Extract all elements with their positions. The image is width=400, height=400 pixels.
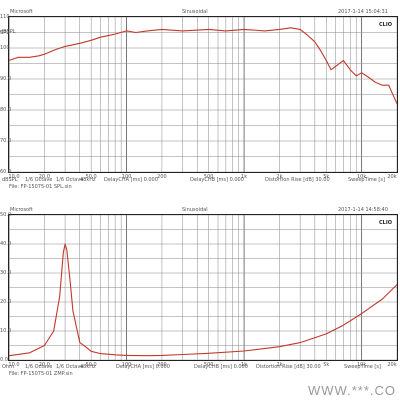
- impedance-y-tick-label: 0.0: [0, 357, 8, 363]
- bottom-header-center: Sinusoidal: [182, 207, 208, 213]
- spl-y-tick-label: 90.0: [0, 76, 12, 82]
- impedance-y-tick-label: 30.0: [0, 270, 12, 276]
- top-footer-delay-a: DelayCHA [ms] 0.000: [104, 177, 158, 183]
- top-footer-sweeptime: SweepTime [s]: [348, 177, 385, 183]
- spl-x-tick-label: 200: [157, 174, 167, 180]
- impedance-y-tick-label: 10.0: [0, 328, 12, 334]
- top-footer-distortion: Distortion Rise [dB] 30.00: [265, 177, 330, 183]
- bottom-plot-area: [8, 214, 398, 361]
- bottom-footer-samplerate: 48kHz: [80, 364, 96, 370]
- spl-y-tick-label: SPL: [0, 29, 9, 36]
- impedance-series-line-0: [9, 243, 397, 357]
- impedance-y-tick-label: 20.0: [0, 299, 12, 305]
- top-header-left: Microsoft: [10, 9, 33, 15]
- spl-chart: [9, 17, 397, 172]
- impedance-x-tick-label: 50.0: [85, 362, 97, 368]
- impedance-x-tick-label: 500: [203, 362, 214, 368]
- impedance-x-tick-label: 2k: [276, 362, 283, 368]
- top-header-center: Sinusoidal: [182, 9, 208, 15]
- spl-x-tick-label: 20k: [387, 174, 397, 180]
- top-footer-file: File: FP-15075-01 SPL.sin: [9, 184, 72, 190]
- bottom-footer-delay-a: DelayCHA [ms] 0.000: [116, 364, 170, 370]
- impedance-x-tick-label: 1k: [241, 362, 248, 368]
- spl-y-tick-label: 100: [0, 45, 10, 51]
- spl-y-tick-label: 80.0: [0, 107, 12, 113]
- bottom-footer-file: File: FP-15075-01 ZMP.sin: [9, 371, 73, 377]
- spl-x-tick-label: 5k: [323, 174, 330, 180]
- spl-x-tick-label: 500: [203, 174, 214, 180]
- bottom-footer-unit: Ohm: [2, 364, 14, 370]
- impedance-y-tick-label: 50.0: [0, 212, 12, 218]
- impedance-x-tick-label: 20k: [387, 362, 397, 368]
- impedance-x-tick-label: 20.0: [38, 362, 50, 368]
- top-clio-label: CLIO: [379, 22, 392, 28]
- bottom-footer-sweeptime: SweepTime [s]: [344, 364, 381, 370]
- top-footer-samplerate: 48kHz: [80, 177, 96, 183]
- bottom-chart-header: Microsoft Sinusoidal 2017-1-14 14:58:40: [0, 206, 400, 214]
- bottom-header-left: Microsoft: [10, 207, 33, 213]
- impedance-y-tick-label: 40.0: [0, 241, 12, 247]
- impedance-x-tick-label: 5k: [323, 362, 330, 368]
- top-footer-unit: dBSPL: [2, 177, 18, 183]
- bottom-clio-label: CLIO: [379, 220, 392, 226]
- watermark-text: WWW.***.CO: [308, 383, 396, 398]
- top-plot-area: [8, 16, 398, 173]
- top-header-right: 2017-1-14 15:04:31: [338, 9, 388, 15]
- bottom-header-right: 2017-1-14 14:58:40: [338, 207, 388, 213]
- spl-y-tick-label: 110: [0, 14, 10, 20]
- spl-y-tick-label: 70.0: [0, 138, 12, 144]
- spl-x-tick-label: 10k: [356, 174, 367, 180]
- spl-x-tick-label: 10.0: [8, 174, 20, 180]
- bottom-footer-delay-b: DelayCHB [ms] 0.000: [194, 364, 248, 370]
- bottom-footer-distortion: Distortion Rise [dB] 30.00: [256, 364, 321, 370]
- spl-x-tick-label: 2k: [276, 174, 283, 180]
- impedance-x-tick-label: 200: [157, 362, 167, 368]
- spl-x-tick-label: 50.0: [85, 174, 97, 180]
- spl-x-tick-label: 20.0: [38, 174, 50, 180]
- impedance-x-tick-label: 100: [121, 362, 132, 368]
- bottom-footer-smoothing-a: 1/6 Octave: [25, 364, 53, 370]
- spl-x-tick-label: 1k: [241, 174, 248, 180]
- top-y-unit: dBSPL: [0, 29, 16, 35]
- spl-series-line-0: [9, 27, 397, 105]
- impedance-chart: [9, 215, 397, 360]
- top-chart-header: Microsoft Sinusoidal 2017-1-14 15:04:31: [0, 8, 400, 16]
- spl-x-tick-label: 100: [121, 174, 132, 180]
- impedance-x-tick-label: 10k: [356, 362, 367, 368]
- impedance-x-tick-label: 10.0: [8, 362, 20, 368]
- spl-y-tick-label: 60.0: [0, 169, 12, 175]
- top-footer-smoothing-b: 1/6 Octave: [56, 177, 84, 183]
- top-footer-delay-b: DelayCHB [ms] 0.000: [190, 177, 244, 183]
- bottom-footer-smoothing-b: 1/6 Octave: [56, 364, 84, 370]
- top-footer-smoothing-a: 1/6 Octave: [25, 177, 53, 183]
